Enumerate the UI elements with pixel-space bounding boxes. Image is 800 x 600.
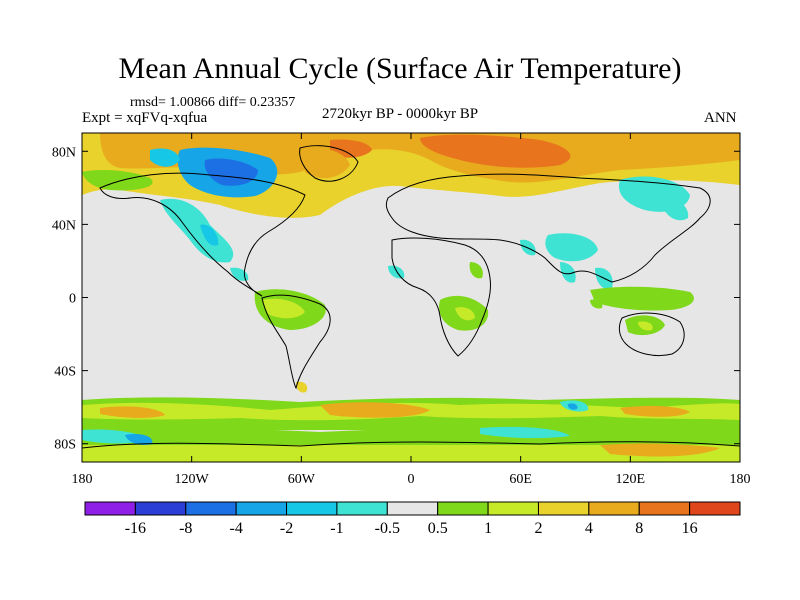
experiment-label: Expt = xqFVq-xqfua [82,110,208,126]
colorbar-swatch [386,501,439,516]
plot-title: Mean Annual Cycle (Surface Air Temperatu… [118,52,682,85]
australia-yellow [638,321,653,331]
arctic-deep-orange-2 [330,139,372,158]
central-america-cyan [230,267,249,281]
canada-blue-core [204,158,258,186]
axis-ticks: 180 120W 60W 0 60E 120E 180 80N 40N 0 40S 80S [52,133,751,487]
north-america-cyan [160,198,234,263]
colorbar-label: -0.5 [375,520,400,537]
arctic-green-patch [82,170,153,191]
x-tick-label: 180 [730,472,751,487]
y-tick-label: 40N [52,218,76,233]
colorbar-label: 0.5 [428,520,448,537]
x-tick-label: 60W [288,472,316,487]
greenland-outline [299,145,359,182]
rmsd-diff-stats: rmsd= 1.00866 diff= 0.23357 [130,95,296,110]
colorbar-swatch [638,501,691,516]
colorbar-swatch [588,501,640,516]
north-america-outline [99,172,306,297]
x-tick-label: 180 [72,472,93,487]
southern-ocean-blue-spot [567,403,578,410]
colorbar-swatch [134,501,187,516]
colorbar-label: -16 [125,520,146,537]
greenland-orange [300,148,350,179]
colorbar-swatch [437,501,489,516]
x-tick-label: 120E [616,472,646,487]
south-america-outline [261,294,331,390]
colorbar-swatch [689,501,741,516]
colorbar-label: 1 [484,520,492,537]
arctic-anomaly-field [82,133,740,218]
south-america-yellow [262,298,305,319]
patagonia-yellow [296,381,308,393]
period-label: 2720kyr BP - 0000kyr BP [322,106,479,122]
australia-outline [618,312,685,357]
indian-ocean-green [590,299,603,309]
colorbar-swatch [487,501,539,516]
antarctic-coast-green [82,427,740,445]
africa-outline [391,237,491,357]
eurasia-outline [385,173,711,283]
indonesia-green [590,286,694,311]
antarctica-outline [81,441,741,449]
tibet-cyan [545,233,598,262]
canada-cyan-ring [150,148,180,167]
y-tick-label: 80S [54,438,76,453]
india-cyan [560,262,576,283]
colorbar: -16 -8 -4 -2 -1 -0.5 0.5 1 2 4 8 16 [84,501,741,537]
africa-yellow [455,307,475,321]
colorbar-label: 8 [635,520,643,537]
colorbar-label: -4 [229,520,242,537]
colorbar-swatch [185,501,237,516]
colorbar-label: 4 [585,520,593,537]
north-america-cyan-2 [200,224,219,246]
colorbar-swatch [336,501,388,516]
colorbar-swatch [84,501,136,516]
colorbar-label: 16 [682,520,698,537]
southern-ocean-orange-3 [620,405,690,417]
antarctic-orange-east [600,443,720,457]
east-asia-cyan [660,199,689,221]
arctic-deep-orange [420,134,571,168]
antarctic-blue-patch [125,434,153,445]
season-label: ANN [704,110,737,126]
colorbar-label: -8 [179,520,192,537]
colorbar-swatch [235,501,288,516]
y-tick-label: 80N [52,145,76,160]
colorbar-label: 2 [534,520,542,537]
east-africa-green [469,262,483,279]
x-tick-label: 60E [509,472,532,487]
antarctic-coast-cyan-east [480,426,570,439]
colorbar-swatch [537,501,590,516]
antarctic-interior-yellow [82,445,740,462]
southern-ocean-orange-1 [100,406,165,418]
x-tick-label: 120W [175,472,210,487]
x-tick-label: 0 [408,472,415,487]
y-tick-label: 0 [69,292,76,307]
y-tick-label: 40S [54,365,76,380]
colorbar-label: -2 [280,520,293,537]
colorbar-label: -1 [330,520,343,537]
colorbar-swatch [286,501,338,516]
coastlines [81,145,741,449]
southern-ocean-orange-2 [320,402,430,418]
north-africa-cyan [388,265,405,279]
